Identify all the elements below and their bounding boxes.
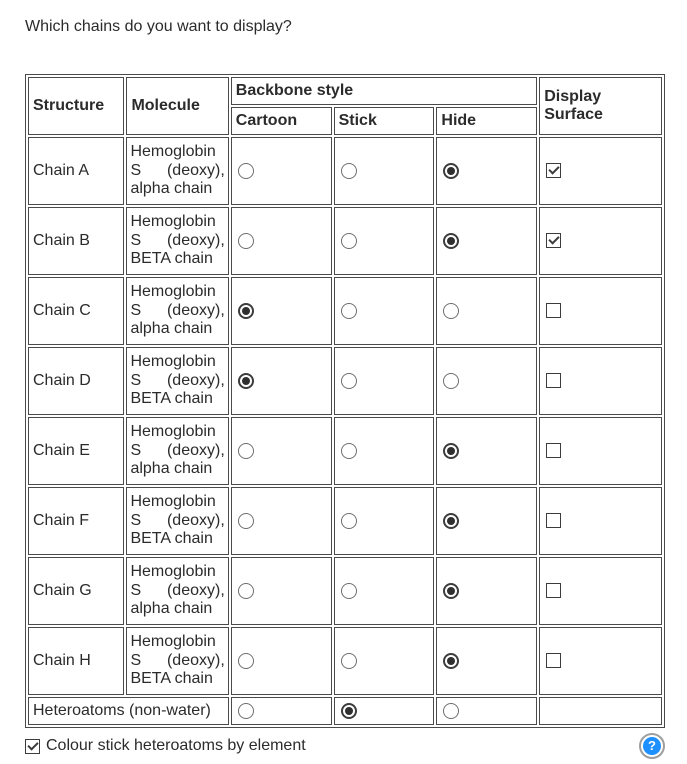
molecule-label: Hemoglobin S (deoxy), alpha chain: [126, 137, 229, 205]
question-mark-icon: ?: [643, 737, 661, 755]
cartoon-radio[interactable]: [237, 232, 254, 249]
cartoon-radio[interactable]: [237, 582, 254, 599]
stick-radio[interactable]: [340, 302, 357, 319]
display-surface-checkbox[interactable]: [546, 443, 562, 459]
hide-radio[interactable]: [443, 512, 460, 529]
hide-radio[interactable]: [443, 442, 460, 459]
display-surface-checkbox[interactable]: [546, 163, 562, 179]
table-row: Chain A Hemoglobin S (deoxy), alpha chai…: [28, 137, 662, 205]
hide-radio[interactable]: [443, 372, 460, 389]
molecule-label: Hemoglobin S (deoxy), BETA chain: [126, 347, 229, 415]
chain-label: Chain A: [28, 137, 125, 205]
table-row: Chain G Hemoglobin S (deoxy), alpha chai…: [28, 557, 662, 625]
table-row: Chain F Hemoglobin S (deoxy), BETA chain: [28, 487, 662, 555]
display-surface-checkbox[interactable]: [546, 653, 562, 669]
stick-radio[interactable]: [340, 372, 357, 389]
cartoon-radio[interactable]: [237, 442, 254, 459]
col-header-hide: Hide: [436, 107, 538, 135]
table-row: Chain C Hemoglobin S (deoxy), alpha chai…: [28, 277, 662, 345]
display-surface-checkbox[interactable]: [546, 513, 562, 529]
col-header-structure: Structure: [28, 77, 125, 135]
chain-label: Chain G: [28, 557, 125, 625]
header-row-sub: Cartoon Stick Hide: [28, 107, 662, 135]
stick-radio[interactable]: [340, 652, 357, 669]
col-header-molecule: Molecule: [126, 77, 229, 135]
hide-radio[interactable]: [443, 302, 460, 319]
display-surface-checkbox[interactable]: [546, 233, 562, 249]
molecule-label: Hemoglobin S (deoxy), BETA chain: [126, 627, 229, 695]
stick-radio[interactable]: [340, 582, 357, 599]
header-row-top: Structure Molecule Backbone style Displa…: [28, 77, 662, 135]
chain-label: Chain B: [28, 207, 125, 275]
molecule-label: Hemoglobin S (deoxy), alpha chain: [126, 557, 229, 625]
table-row: Chain B Hemoglobin S (deoxy), BETA chain: [28, 207, 662, 275]
stick-radio[interactable]: [340, 512, 357, 529]
hide-radio[interactable]: [443, 702, 460, 719]
molecule-label: Hemoglobin S (deoxy), alpha chain: [126, 417, 229, 485]
col-header-display-surface: Display Surface: [539, 77, 662, 135]
cartoon-radio[interactable]: [237, 652, 254, 669]
stick-radio[interactable]: [340, 162, 357, 179]
cartoon-radio[interactable]: [237, 302, 254, 319]
cartoon-radio[interactable]: [237, 702, 254, 719]
stick-radio[interactable]: [340, 702, 357, 719]
footer-bar: Colour stick heteroatoms by element ?: [25, 733, 665, 759]
chain-label: Chain C: [28, 277, 125, 345]
table-row: Chain H Hemoglobin S (deoxy), BETA chain: [28, 627, 662, 695]
colour-heteroatoms-label: Colour stick heteroatoms by element: [46, 737, 306, 754]
table-row: Chain D Hemoglobin S (deoxy), BETA chain: [28, 347, 662, 415]
molecule-label: Hemoglobin S (deoxy), alpha chain: [126, 277, 229, 345]
hide-radio[interactable]: [443, 582, 460, 599]
stick-radio[interactable]: [340, 232, 357, 249]
colour-heteroatoms-checkbox[interactable]: [25, 738, 40, 754]
colour-heteroatoms-option[interactable]: Colour stick heteroatoms by element: [25, 737, 306, 755]
chain-label: Chain H: [28, 627, 125, 695]
stick-radio[interactable]: [340, 442, 357, 459]
cartoon-radio[interactable]: [237, 162, 254, 179]
heteroatoms-row: Heteroatoms (non-water): [28, 697, 662, 725]
help-icon[interactable]: ?: [639, 733, 665, 759]
display-surface-checkbox[interactable]: [546, 373, 562, 389]
col-header-cartoon: Cartoon: [230, 107, 332, 135]
molecule-label: Hemoglobin S (deoxy), BETA chain: [126, 487, 229, 555]
heteroatoms-label: Heteroatoms (non-water): [28, 697, 229, 725]
cartoon-radio[interactable]: [237, 512, 254, 529]
display-surface-checkbox[interactable]: [546, 303, 562, 319]
hide-radio[interactable]: [443, 162, 460, 179]
table-row: Chain E Hemoglobin S (deoxy), alpha chai…: [28, 417, 662, 485]
chain-label: Chain F: [28, 487, 125, 555]
chain-label: Chain D: [28, 347, 125, 415]
molecule-label: Hemoglobin S (deoxy), BETA chain: [126, 207, 229, 275]
heteroatoms-surface-cell: [539, 697, 662, 725]
chain-label: Chain E: [28, 417, 125, 485]
page-title: Which chains do you want to display?: [25, 18, 292, 35]
chains-table: Structure Molecule Backbone style Displa…: [25, 74, 665, 728]
col-header-backbone-style: Backbone style: [230, 77, 538, 105]
display-surface-checkbox[interactable]: [546, 583, 562, 599]
hide-radio[interactable]: [443, 652, 460, 669]
cartoon-radio[interactable]: [237, 372, 254, 389]
col-header-stick: Stick: [333, 107, 435, 135]
hide-radio[interactable]: [443, 232, 460, 249]
